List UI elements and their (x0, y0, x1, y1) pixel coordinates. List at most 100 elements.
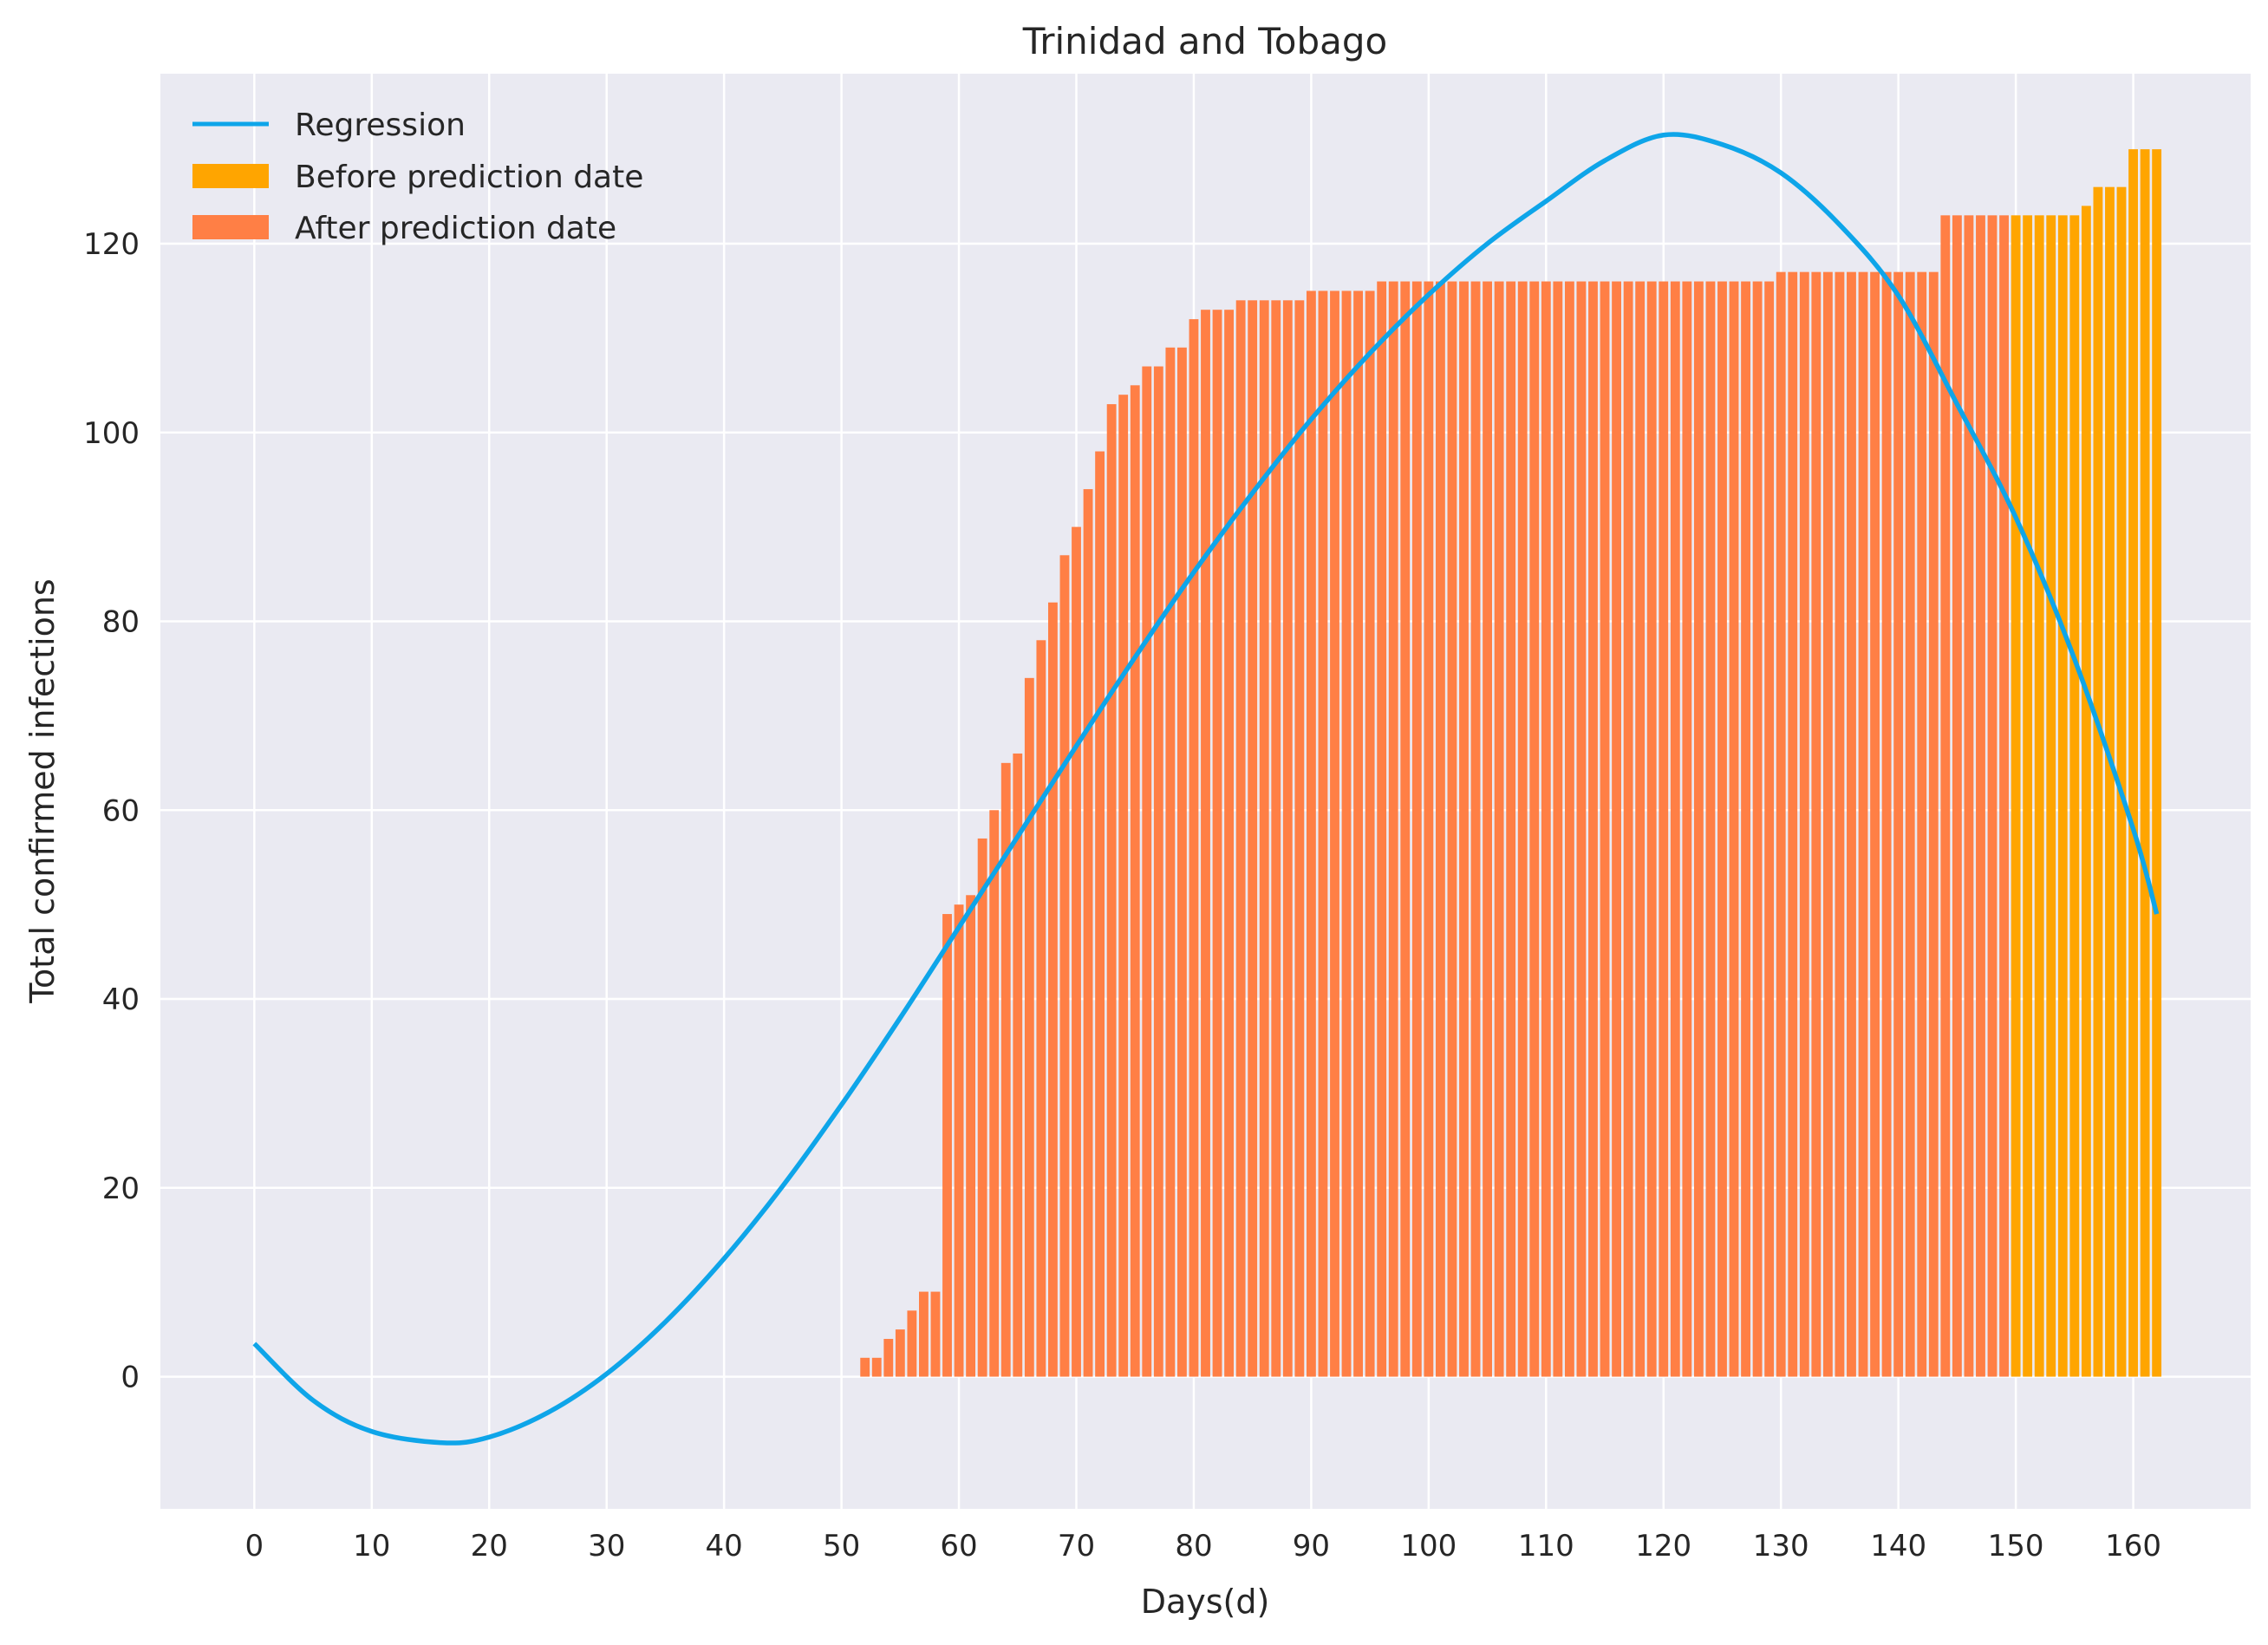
y-tick-label: 40 (102, 982, 140, 1017)
after-prediction-bar (1776, 271, 1786, 1377)
after-prediction-bar (1072, 526, 1081, 1377)
before-prediction-bar (2057, 215, 2068, 1377)
after-prediction-bar (1483, 281, 1492, 1377)
after-prediction-bar (1165, 347, 1176, 1377)
after-prediction-bar (1564, 281, 1574, 1377)
after-prediction-bar (1024, 677, 1034, 1377)
after-prediction-bar (989, 810, 1000, 1377)
after-prediction-bar (1588, 281, 1598, 1377)
after-prediction-bar (1881, 271, 1892, 1377)
after-prediction-bar (860, 1357, 870, 1377)
x-tick-label: 40 (706, 1529, 743, 1563)
legend-after-prediction-label: After prediction date (295, 211, 616, 246)
after-prediction-bar (1470, 281, 1481, 1377)
y-tick-label: 80 (102, 605, 140, 640)
after-prediction-bar (1646, 281, 1657, 1377)
after-prediction-bar (1212, 310, 1222, 1377)
after-prediction-bar (1870, 271, 1880, 1377)
legend: Regression Before prediction date After … (192, 108, 643, 246)
after-prediction-bar (966, 895, 976, 1377)
x-tick-label: 90 (1293, 1529, 1330, 1563)
after-prediction-bar (1529, 281, 1540, 1377)
legend-after-prediction-swatch (192, 215, 269, 239)
regression-line (252, 132, 2160, 1446)
legend-before-prediction-swatch (192, 164, 269, 188)
after-prediction-bar (1294, 300, 1305, 1377)
y-tick-label: 60 (102, 793, 140, 828)
after-prediction-bar (1670, 281, 1680, 1377)
after-prediction-bar (1176, 347, 1187, 1377)
after-prediction-bar (1201, 310, 1210, 1377)
regression-line-group (252, 132, 2160, 1446)
y-tick-label: 0 (121, 1361, 140, 1395)
after-prediction-bar (919, 1291, 929, 1377)
after-prediction-bar (1905, 271, 1915, 1377)
after-prediction-bar (1424, 281, 1434, 1377)
after-prediction-bar (1741, 281, 1750, 1377)
after-prediction-bar (1224, 310, 1235, 1377)
after-prediction-bar (1893, 271, 1904, 1377)
after-prediction-bar (1976, 215, 1985, 1377)
after-prediction-bar (1764, 281, 1775, 1377)
after-prediction-bar (1377, 281, 1387, 1377)
before-prediction-bar (2023, 215, 2033, 1377)
x-tick-label: 0 (245, 1529, 264, 1563)
after-prediction-bar (1047, 602, 1058, 1377)
after-prediction-bar (1635, 281, 1646, 1377)
after-prediction-bar (1682, 281, 1692, 1377)
after-prediction-bar (1400, 281, 1411, 1377)
after-prediction-bar (1083, 489, 1093, 1377)
after-prediction-bar (1928, 271, 1939, 1377)
after-prediction-bar (1259, 300, 1269, 1377)
after-prediction-bar (871, 1357, 882, 1377)
after-prediction-bar (1365, 290, 1375, 1377)
after-prediction-bar (930, 1291, 941, 1377)
after-prediction-bar (1964, 215, 1974, 1377)
after-prediction-bar (1153, 366, 1163, 1377)
after-prediction-bar (1858, 271, 1868, 1377)
before-prediction-bar (2128, 149, 2138, 1377)
x-tick-label: 50 (823, 1529, 860, 1563)
after-prediction-bar (1118, 395, 1129, 1377)
before-prediction-bar (2116, 186, 2127, 1377)
x-tick-label: 160 (2105, 1529, 2161, 1563)
x-tick-labels: 0 10 20 30 40 50 60 70 80 90 100 110 120 130 140 150 160 (245, 1529, 2161, 1563)
y-tick-label: 120 (83, 227, 140, 262)
after-prediction-bar (1811, 271, 1822, 1377)
x-axis-label: Days(d) (1141, 1583, 1270, 1621)
legend-before-prediction-label: Before prediction date (295, 160, 643, 195)
x-tick-label: 10 (353, 1529, 390, 1563)
before-prediction-bar (2069, 215, 2080, 1377)
before-prediction-bar (2105, 186, 2115, 1377)
after-prediction-bar (1729, 281, 1739, 1377)
after-prediction-bar (1659, 281, 1669, 1377)
legend-regression-label: Regression (295, 108, 466, 143)
after-prediction-bar (1788, 271, 1798, 1377)
after-prediction-bar (1517, 281, 1528, 1377)
y-tick-label: 100 (83, 416, 140, 451)
x-tick-label: 100 (1400, 1529, 1457, 1563)
y-tick-label: 20 (102, 1172, 140, 1206)
after-prediction-bar (1447, 281, 1457, 1377)
x-tick-label: 60 (940, 1529, 977, 1563)
x-tick-label: 20 (471, 1529, 508, 1563)
after-prediction-bar (1189, 319, 1199, 1377)
after-prediction-bar (1318, 290, 1328, 1377)
after-prediction-bar (907, 1310, 917, 1377)
after-prediction-bar (1000, 762, 1011, 1377)
y-axis-label: Total confirmed infections (23, 578, 62, 1003)
after-prediction-bar (1693, 281, 1704, 1377)
after-prediction-bar (1341, 290, 1352, 1377)
after-prediction-bar (1999, 215, 2009, 1377)
x-tick-label: 80 (1175, 1529, 1212, 1563)
before-prediction-bar (2140, 149, 2150, 1377)
after-prediction-bar (1248, 300, 1258, 1377)
after-prediction-bar (977, 838, 987, 1377)
before-prediction-bar (2081, 206, 2091, 1377)
after-prediction-bar (1411, 281, 1422, 1377)
after-prediction-bar (1600, 281, 1610, 1377)
before-prediction-bar (2011, 215, 2021, 1377)
after-prediction-bar (1353, 290, 1364, 1377)
after-prediction-bar (1799, 271, 1809, 1377)
after-prediction-bar (1835, 271, 1845, 1377)
